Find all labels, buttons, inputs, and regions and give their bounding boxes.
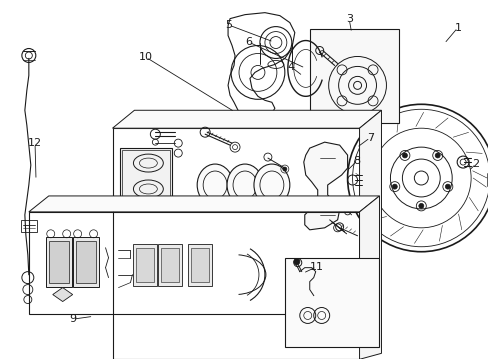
Polygon shape	[303, 142, 347, 230]
Circle shape	[282, 167, 286, 171]
Text: 8: 8	[352, 156, 359, 166]
Polygon shape	[359, 196, 379, 315]
Text: 12: 12	[28, 139, 42, 148]
Circle shape	[293, 259, 299, 265]
Text: 3: 3	[345, 14, 352, 24]
Ellipse shape	[253, 164, 289, 206]
Bar	[191, 248, 209, 282]
Circle shape	[434, 153, 439, 158]
Text: 7: 7	[366, 133, 373, 143]
Text: 1: 1	[453, 23, 460, 33]
Text: 2: 2	[471, 159, 478, 169]
Bar	[188, 244, 212, 285]
Text: 11: 11	[309, 262, 323, 272]
Bar	[158, 244, 182, 285]
Ellipse shape	[226, 164, 263, 206]
Bar	[120, 148, 172, 200]
Bar	[21, 220, 37, 232]
Polygon shape	[112, 110, 381, 128]
Polygon shape	[73, 237, 99, 287]
Circle shape	[391, 184, 396, 189]
Bar	[136, 248, 154, 282]
Bar	[285, 258, 379, 347]
Ellipse shape	[197, 164, 233, 206]
Text: 6: 6	[244, 37, 251, 47]
Bar	[112, 128, 359, 359]
Bar	[133, 244, 157, 285]
Polygon shape	[359, 110, 381, 359]
Text: 9: 9	[69, 314, 77, 324]
Polygon shape	[53, 288, 73, 302]
Bar	[240, 112, 267, 128]
Circle shape	[418, 203, 423, 208]
Bar	[161, 248, 179, 282]
Circle shape	[445, 184, 449, 189]
Bar	[309, 28, 399, 123]
Text: 5: 5	[225, 20, 232, 30]
Text: 4: 4	[287, 62, 294, 72]
Polygon shape	[46, 237, 72, 287]
Polygon shape	[49, 241, 68, 283]
Text: 10: 10	[139, 52, 153, 62]
Bar	[29, 212, 359, 315]
Circle shape	[402, 153, 407, 158]
Polygon shape	[29, 196, 379, 212]
Bar	[122, 150, 170, 198]
Polygon shape	[76, 241, 95, 283]
